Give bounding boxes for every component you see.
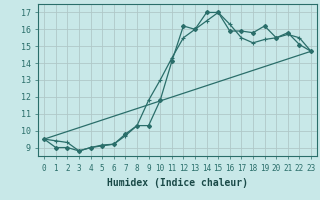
X-axis label: Humidex (Indice chaleur): Humidex (Indice chaleur) <box>107 178 248 188</box>
